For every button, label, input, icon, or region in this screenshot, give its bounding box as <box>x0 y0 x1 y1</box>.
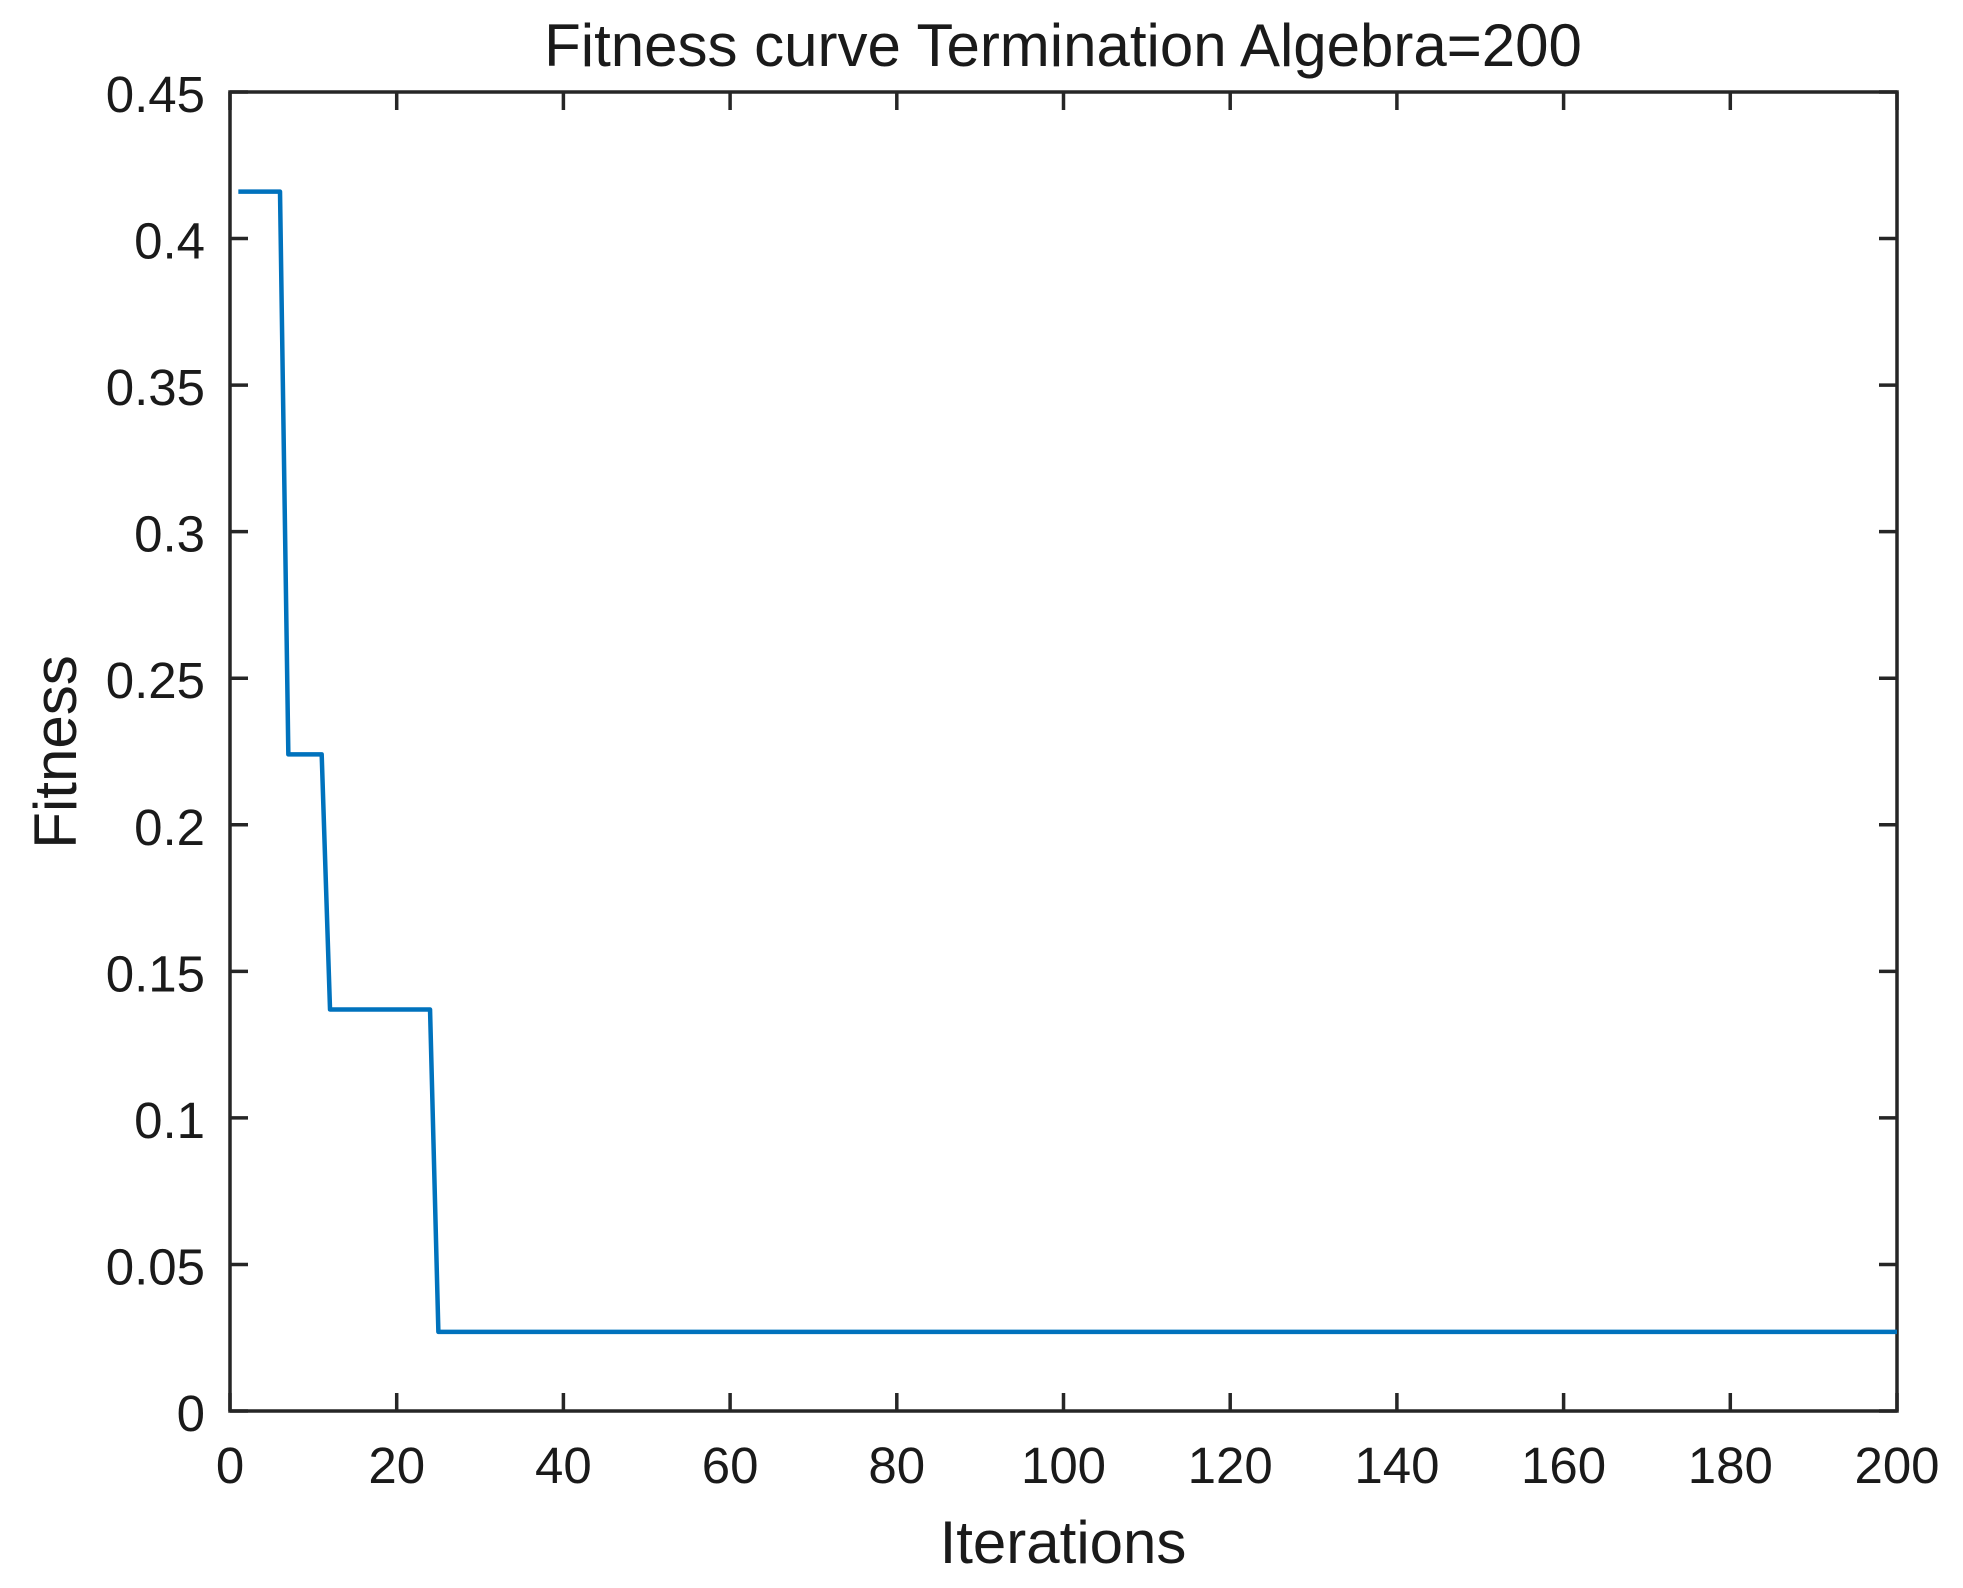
x-tick-label: 140 <box>1354 1437 1439 1494</box>
y-axis-label: Fitness <box>22 655 89 848</box>
x-tick-label: 100 <box>1021 1437 1106 1494</box>
y-tick-label: 0 <box>177 1385 205 1442</box>
x-tick-label: 80 <box>868 1437 925 1494</box>
axes-box <box>228 90 1899 1413</box>
y-tick-label: 0.45 <box>106 66 205 123</box>
y-tick-label: 0.35 <box>106 359 205 416</box>
x-tick-label: 120 <box>1188 1437 1273 1494</box>
y-tick-label: 0.4 <box>134 213 205 270</box>
x-tick-label: 160 <box>1521 1437 1606 1494</box>
y-tick-label: 0.2 <box>134 799 205 856</box>
y-tick-label: 0.05 <box>106 1238 205 1295</box>
x-tick-label: 0 <box>216 1437 244 1494</box>
chart-title: Fitness curve Termination Algebra=200 <box>544 12 1582 79</box>
x-tick-label: 20 <box>368 1437 425 1494</box>
y-tick-label: 0.3 <box>134 506 205 563</box>
x-tick-label: 40 <box>535 1437 592 1494</box>
x-tick-label: 180 <box>1688 1437 1773 1494</box>
plot-area: 0 20 40 60 80 100 120 140 160 180 200 0 0.05 0.1 0.15 0… <box>106 66 1940 1494</box>
x-axis-label: Iterations <box>940 1509 1187 1576</box>
y-tick-label: 0.25 <box>106 652 205 709</box>
y-tick-label: 0.1 <box>134 1092 205 1149</box>
y-tick-label: 0.15 <box>106 945 205 1002</box>
x-tick-label: 60 <box>702 1437 759 1494</box>
fitness-curve <box>238 189 1897 1335</box>
x-tick-label: 200 <box>1854 1437 1939 1494</box>
